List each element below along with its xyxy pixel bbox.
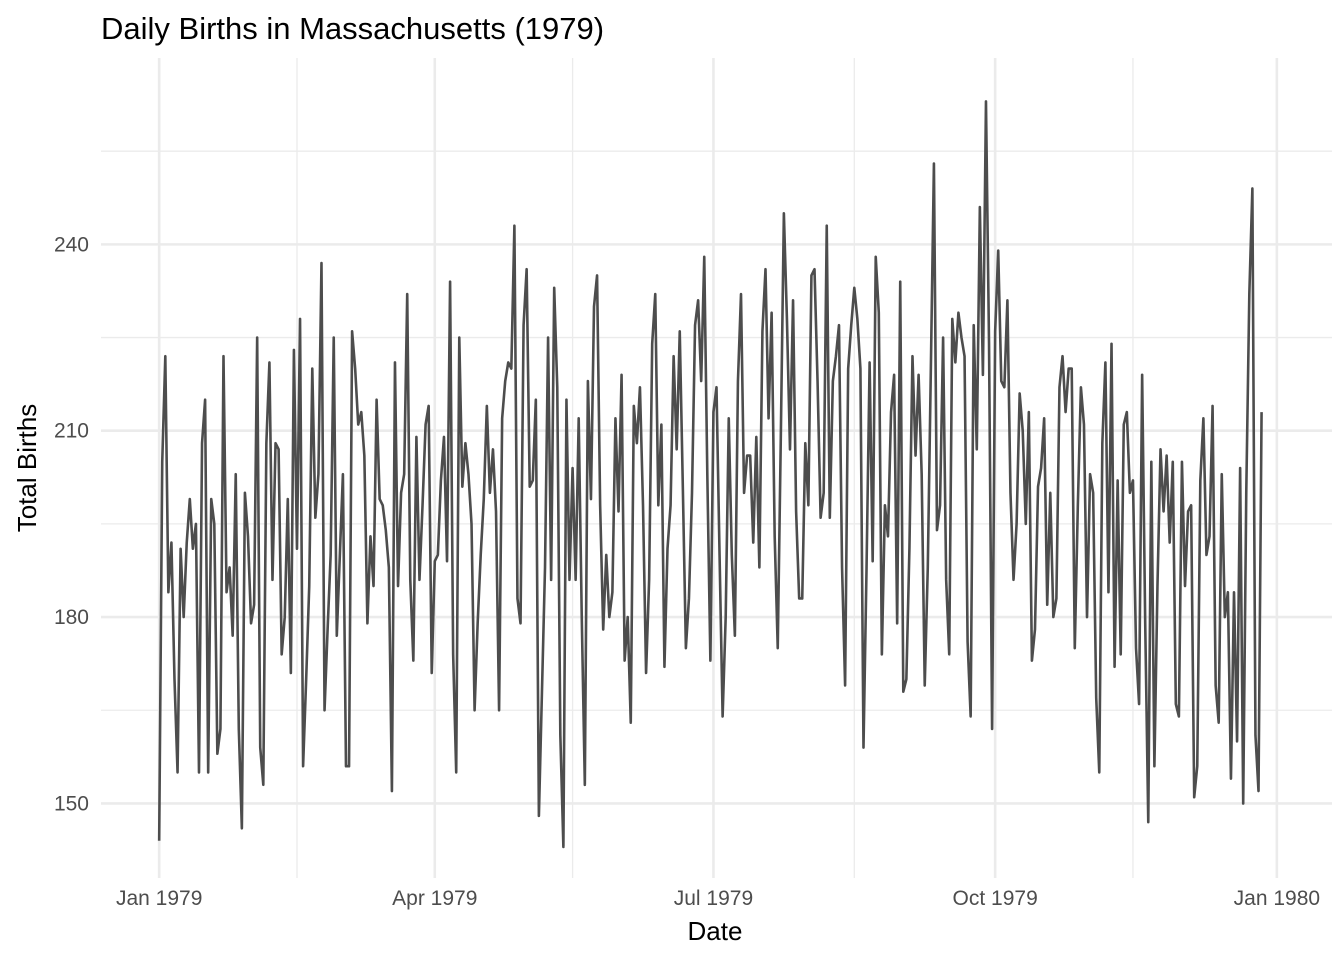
y-axis-title: Total Births: [12, 404, 42, 533]
minor-x-gridlines: [296, 58, 1134, 878]
x-tick-label: Apr 1979: [392, 887, 477, 910]
y-tick-label: 180: [54, 606, 89, 629]
daily-births-line: [157, 100, 1263, 849]
x-axis-tick-labels: Jan 1979 Apr 1979 Jul 1979 Oct 1979 Jan 1980: [116, 887, 1320, 910]
minor-y-gridlines: [101, 150, 1332, 711]
x-tick-label: Jul 1979: [674, 887, 753, 910]
chart-title: Daily Births in Massachusetts (1979): [101, 11, 604, 46]
y-tick-label: 150: [54, 792, 89, 815]
y-tick-label: 240: [54, 233, 89, 256]
x-tick-label: Oct 1979: [953, 887, 1038, 910]
y-axis-tick-labels: 150 180 210 240: [54, 233, 89, 815]
x-tick-label: Jan 1980: [1234, 887, 1320, 910]
x-axis-title: Date: [688, 916, 743, 946]
y-tick-label: 210: [54, 420, 89, 443]
x-tick-label: Jan 1979: [116, 887, 202, 910]
